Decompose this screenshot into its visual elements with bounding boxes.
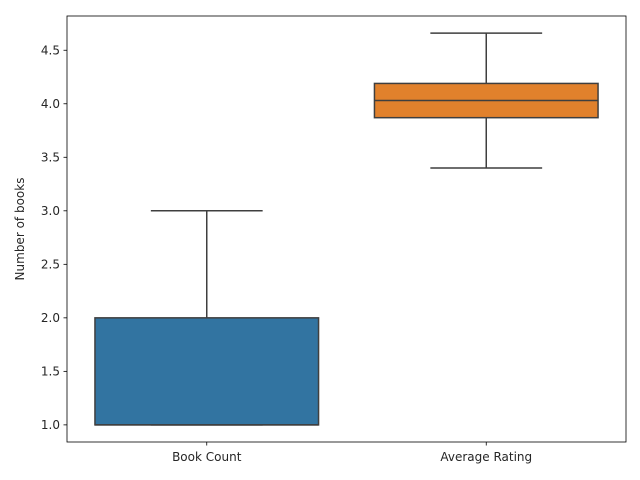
y-tick-label: 2.0 — [41, 311, 60, 325]
y-tick-label: 1.5 — [41, 364, 60, 378]
y-tick-label: 1.0 — [41, 418, 60, 432]
y-tick-label: 3.0 — [41, 204, 60, 218]
y-tick-label: 4.5 — [41, 43, 60, 57]
y-tick-label: 3.5 — [41, 150, 60, 164]
boxes-layer — [94, 32, 599, 426]
y-axis-label: Number of books — [13, 178, 27, 281]
axes-frame — [66, 15, 627, 443]
y-axis-ticks: 1.0 1.5 2.0 2.5 3.0 3.5 4.0 4.5 — [41, 43, 67, 432]
y-tick-label: 4.0 — [41, 97, 60, 111]
box-body — [94, 317, 320, 426]
x-tick-label: Book Count — [172, 450, 242, 464]
y-tick-label: 2.5 — [41, 257, 60, 271]
box-1 — [373, 32, 599, 169]
x-tick-label: Average Rating — [440, 450, 532, 464]
x-axis-ticks: Book Count Average Rating — [172, 442, 532, 464]
box-0 — [94, 210, 320, 426]
